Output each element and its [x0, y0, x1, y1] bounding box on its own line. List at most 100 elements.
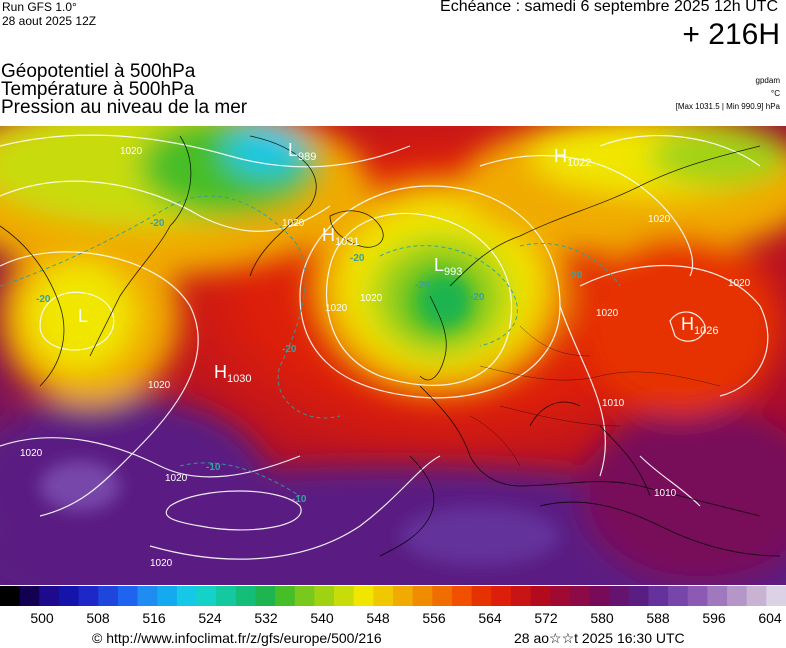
scale-cell: [314, 586, 335, 606]
scale-cell: [628, 586, 649, 606]
center-letter: H: [322, 225, 335, 245]
scale-cell: [451, 586, 473, 606]
temperature-label: -10: [206, 462, 221, 473]
pressure-center-high: H1031: [322, 225, 359, 248]
scale-cell: [334, 586, 355, 606]
scale-cell: [393, 586, 414, 606]
scale-cell: [157, 586, 178, 606]
scale-cell: [373, 586, 394, 606]
scale-cell: [176, 586, 197, 606]
coastlines: [0, 135, 781, 557]
scale-cell: [39, 586, 60, 606]
scale-tick-label: 548: [366, 610, 390, 626]
scale-cell: [609, 586, 630, 606]
scale-cell: [255, 586, 276, 606]
scale-tick-label: 564: [478, 610, 502, 626]
scale-cell: [78, 586, 99, 606]
lead-time: + 216H: [682, 18, 780, 51]
scale-cell: [510, 586, 532, 606]
scale-cell: [766, 586, 786, 606]
scale-cell: [569, 586, 590, 606]
unit-pressure-range: [Max 1031.5 | Min 990.9] hPa: [675, 102, 780, 111]
forecast-valid-time: Echéance : samedi 6 septembre 2025 12h U…: [440, 0, 778, 15]
scale-tick-label: 516: [142, 610, 166, 626]
temperature-label: -10: [292, 494, 307, 505]
temperature-labels: -20 -20 -20 -20 -20 -20 -20 -10 -10: [36, 218, 583, 505]
scale-cell: [58, 586, 80, 606]
scale-cell: [98, 586, 119, 606]
center-letter: H: [554, 146, 567, 166]
scale-tick-label: 596: [702, 610, 726, 626]
isobar-label: 1020: [728, 278, 751, 289]
scale-cell: [412, 586, 433, 606]
scale-cell: [196, 586, 217, 606]
scale-cell: [216, 586, 237, 606]
temperature-label: -20: [350, 253, 365, 264]
isobar-label: 1020: [150, 558, 173, 569]
scale-cell: [0, 586, 21, 606]
scale-tick-label: 580: [590, 610, 614, 626]
isobar-labels: 1020 1020 1020 1020 1020 1020 1020 1010 1020 1020…: [20, 146, 751, 569]
scale-cell: [589, 586, 610, 606]
temperature-isotherms: [0, 195, 621, 497]
pressure-center-low: L993: [434, 255, 462, 278]
pressure-center-low: L: [78, 306, 88, 326]
temperature-label: -20: [415, 280, 430, 291]
temperature-label: -20: [470, 292, 485, 303]
scale-cell: [432, 586, 453, 606]
center-letter: L: [434, 255, 444, 275]
scale-tick-label: 508: [86, 610, 110, 626]
center-letter: L: [288, 140, 298, 160]
isobar-label: 1020: [282, 218, 305, 229]
scale-cell: [746, 586, 767, 606]
scale-cell: [353, 586, 374, 606]
center-value: 1031: [335, 236, 359, 248]
center-letter: H: [214, 362, 227, 382]
run-info: Run GFS 1.0° 28 aout 2025 12Z: [2, 0, 96, 28]
isobar-label: 1020: [648, 214, 671, 225]
isobar-label: 1010: [654, 488, 677, 499]
scale-tick-label: 500: [30, 610, 54, 626]
map-titles: Géopotentiel à 500hPa Température à 500h…: [1, 62, 248, 118]
center-letter: H: [681, 314, 694, 334]
borders: [469, 325, 721, 467]
temperature-label: -20: [150, 218, 165, 229]
scale-cell: [648, 586, 669, 606]
scale-cell: [235, 586, 256, 606]
isobar-label: 1020: [596, 308, 619, 319]
scale-tick-label: 572: [534, 610, 558, 626]
scale-cell: [137, 586, 158, 606]
center-value: 993: [444, 266, 462, 278]
generated-time: 28 ao☆☆t 2025 16:30 UTC: [514, 630, 685, 646]
center-letter: L: [78, 306, 88, 326]
pressure-center-high: H1030: [214, 362, 251, 385]
scale-tick-label: 588: [646, 610, 670, 626]
svg-text:L: L: [78, 306, 88, 326]
scale-ticks: 500 508 516 524 532 540 548 556 564 572 580 588 596 6…: [0, 610, 786, 628]
run-date: 28 aout 2025 12Z: [2, 14, 97, 28]
svg-text:L989: L989: [288, 140, 316, 163]
isobars: [0, 134, 769, 560]
unit-temperature: °C: [771, 89, 780, 98]
center-value: 1026: [694, 325, 718, 337]
title-pressure: Pression au niveau de la mer: [1, 97, 248, 118]
scale-cell: [471, 586, 492, 606]
isobar-label: 1020: [20, 448, 43, 459]
center-value: 1030: [227, 373, 251, 385]
color-scale: [0, 586, 786, 606]
temperature-label: -20: [568, 270, 583, 281]
scale-tick-label: 604: [758, 610, 782, 626]
temperature-label: -20: [36, 294, 51, 305]
scale-cell: [294, 586, 315, 606]
scale-cell: [19, 586, 40, 606]
scale-cell: [117, 586, 139, 606]
scale-cell: [727, 586, 748, 606]
title-temperature: Température à 500hPa: [1, 79, 195, 100]
unit-geopotential: gpdam: [755, 76, 780, 85]
run-model: Run GFS 1.0°: [2, 0, 77, 14]
pressure-center-high: H1026: [681, 314, 718, 337]
scale-cell: [668, 586, 689, 606]
scale-cell: [707, 586, 728, 606]
